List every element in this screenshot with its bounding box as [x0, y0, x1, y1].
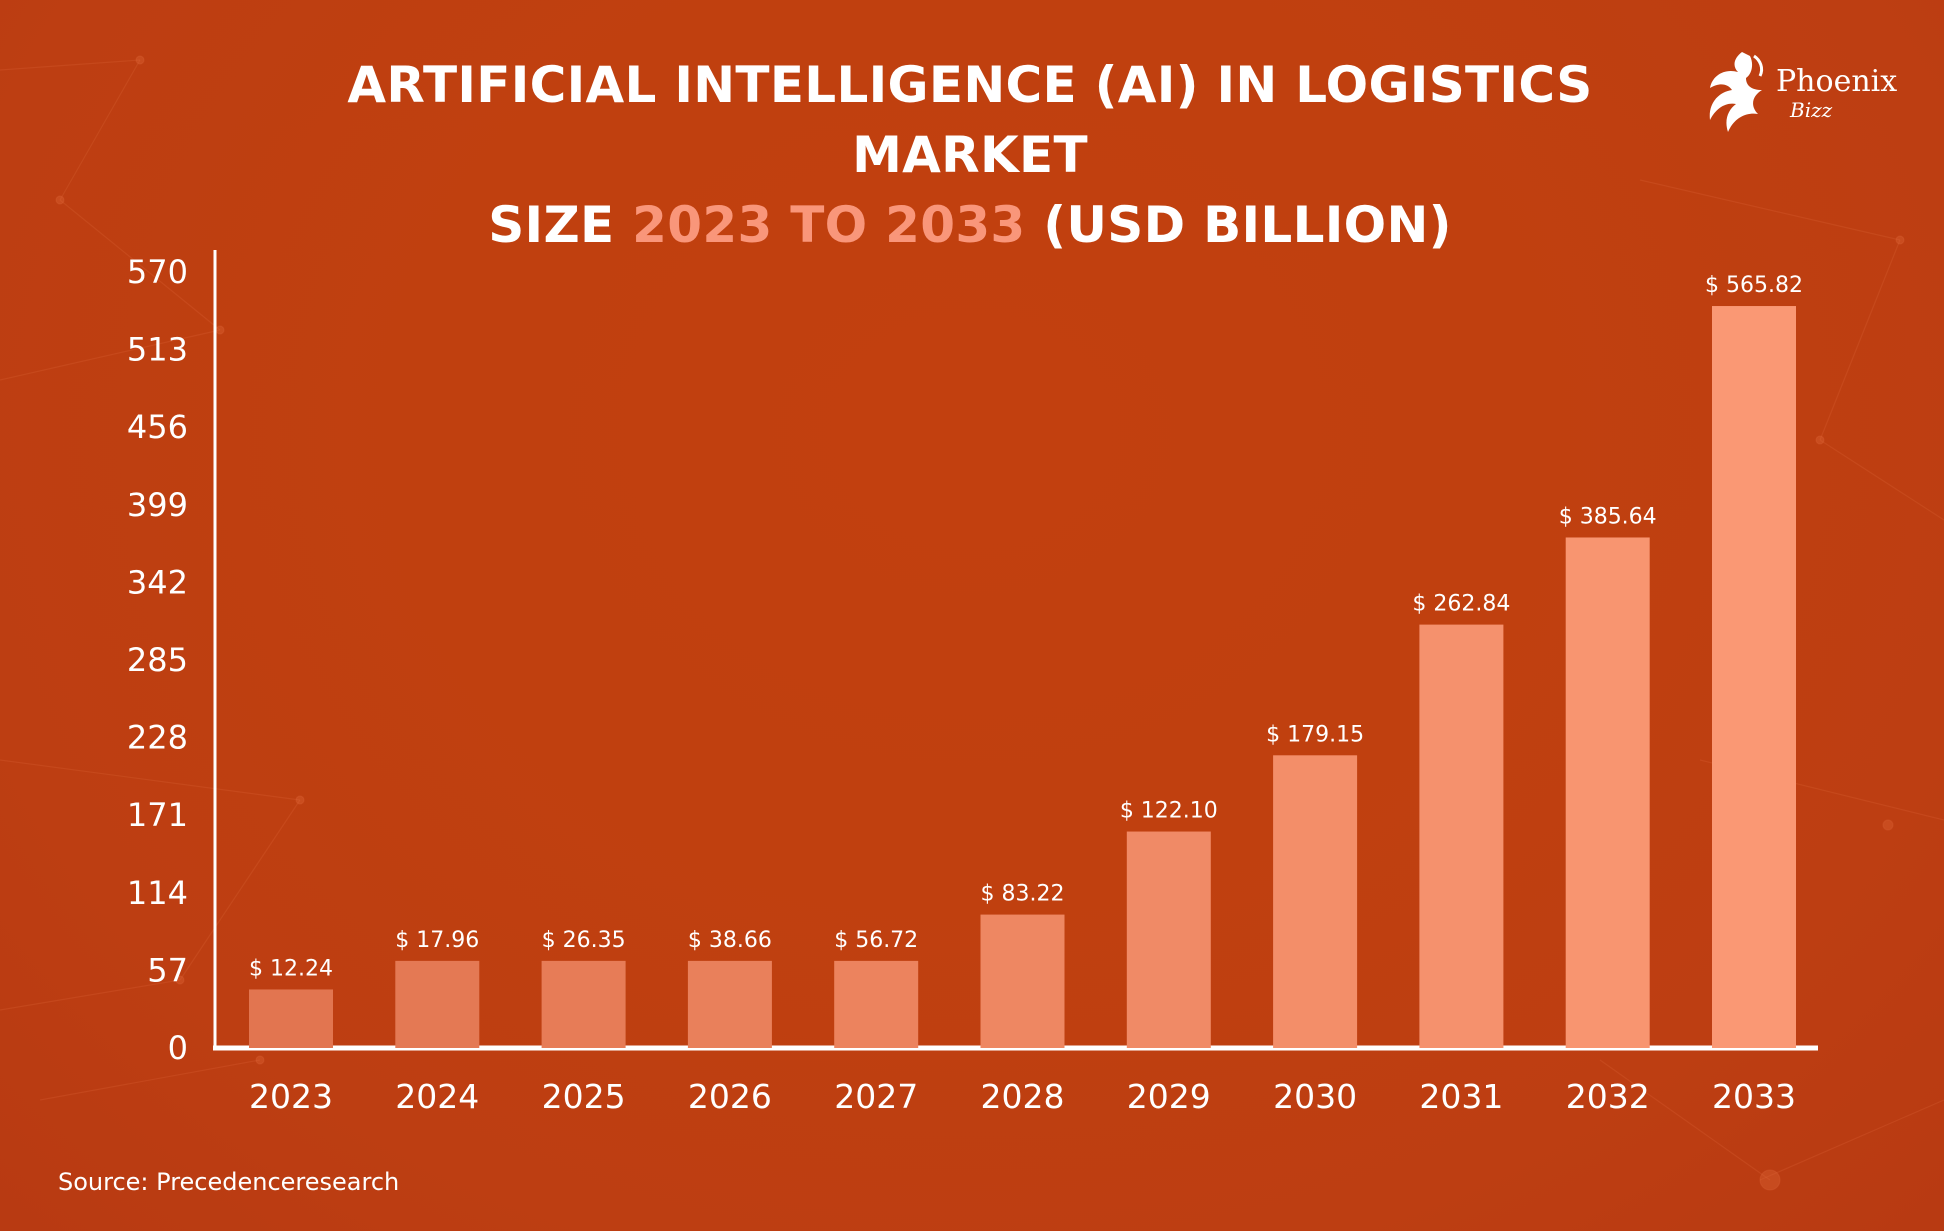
data-label: $ 565.82 — [1705, 273, 1803, 298]
y-tick-label: 513 — [127, 331, 188, 369]
bar — [980, 914, 1065, 1048]
data-label: $ 83.22 — [981, 882, 1065, 907]
brand-name: Phoenix — [1776, 64, 1898, 99]
bar-chart: 0 57 114 171 228 285 342 399 456 513 570 $ 12.24 202… — [127, 250, 1818, 1116]
x-tick-label: 2028 — [981, 1077, 1065, 1116]
x-tick-label: 2031 — [1419, 1077, 1503, 1116]
x-tick-label: 2027 — [834, 1077, 918, 1116]
title-line-2: SIZE 2023 TO 2033 (USD BILLION) — [240, 190, 1700, 260]
x-tick-label: 2033 — [1712, 1077, 1796, 1116]
y-tick-label: 228 — [127, 719, 188, 757]
y-tick-label: 342 — [127, 563, 188, 601]
data-label: $ 17.96 — [395, 928, 479, 953]
y-tick-label: 285 — [127, 641, 188, 679]
y-tick-label: 114 — [127, 874, 188, 912]
brand-logo: Phoenix Bizz — [1694, 46, 1934, 146]
bar — [834, 960, 919, 1048]
chart-title: ARTIFICIAL INTELLIGENCE (AI) IN LOGISTIC… — [240, 50, 1700, 260]
data-label: $ 56.72 — [834, 928, 918, 953]
bar — [1126, 831, 1211, 1048]
data-label: $ 26.35 — [542, 928, 626, 953]
x-tick-label: 2030 — [1273, 1077, 1357, 1116]
title-line-1: ARTIFICIAL INTELLIGENCE (AI) IN LOGISTIC… — [347, 56, 1593, 184]
bar — [687, 960, 772, 1048]
data-label: $ 385.64 — [1559, 504, 1657, 529]
x-tick-label: 2024 — [395, 1077, 479, 1116]
data-label: $ 262.84 — [1412, 592, 1510, 617]
title-line-2-prefix: SIZE — [488, 196, 633, 254]
y-tick-label: 456 — [127, 408, 188, 446]
source-note: Source: Precedenceresearch — [58, 1168, 400, 1196]
y-tick-label: 399 — [127, 486, 188, 524]
x-tick-label: 2023 — [249, 1077, 333, 1116]
bar — [1419, 624, 1504, 1048]
title-line-2-suffix: (USD BILLION) — [1025, 196, 1452, 254]
x-tick-label: 2032 — [1566, 1077, 1650, 1116]
phoenix-bird-icon — [1709, 52, 1764, 132]
data-label: $ 122.10 — [1120, 799, 1218, 824]
bar — [1712, 306, 1796, 1048]
bar — [249, 989, 333, 1048]
y-tick-label: 0 — [168, 1029, 188, 1067]
bar — [541, 960, 626, 1048]
data-label: $ 179.15 — [1266, 722, 1364, 747]
y-tick-label: 57 — [147, 951, 188, 989]
x-tick-label: 2029 — [1127, 1077, 1211, 1116]
x-tick-label: 2026 — [688, 1077, 772, 1116]
data-label: $ 12.24 — [249, 956, 333, 981]
title-highlight: 2023 TO 2033 — [632, 196, 1026, 254]
x-tick-label: 2025 — [542, 1077, 626, 1116]
bar — [1273, 755, 1358, 1048]
y-tick-label: 570 — [127, 253, 188, 291]
data-label: $ 38.66 — [688, 928, 772, 953]
y-tick-label: 171 — [127, 796, 188, 834]
bar — [395, 960, 480, 1048]
bar — [1565, 537, 1650, 1048]
brand-subname: Bizz — [1790, 98, 1833, 122]
